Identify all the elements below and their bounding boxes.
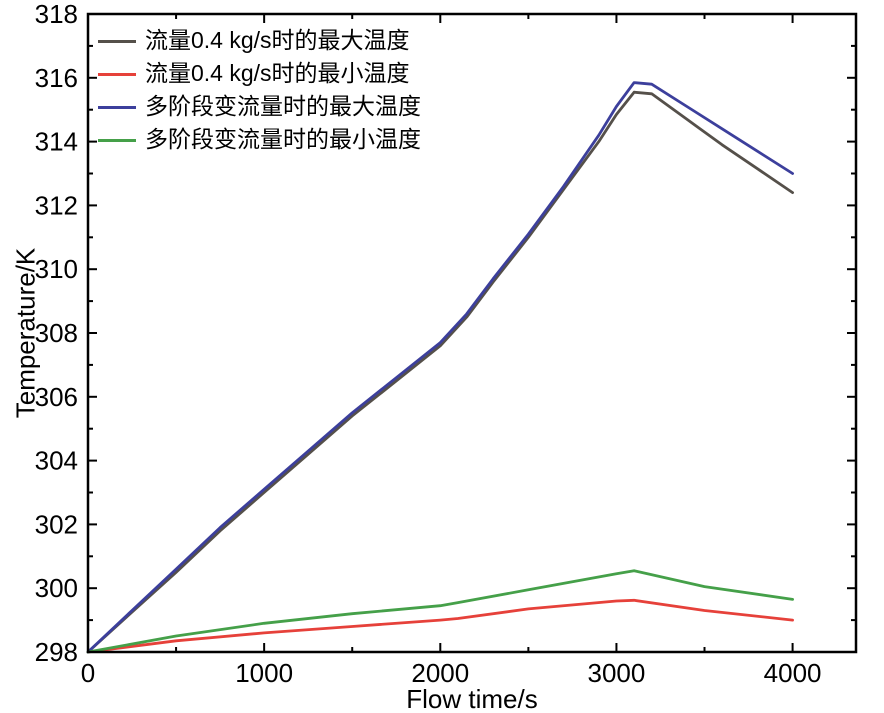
x-tick-label: 4000	[764, 658, 822, 688]
y-tick-label: 308	[35, 318, 78, 348]
y-tick-label: 310	[35, 254, 78, 284]
legend-line-swatch	[98, 138, 136, 142]
series-line-2	[86, 81, 794, 654]
legend-item: 流量0.4 kg/s时的最大温度	[98, 26, 421, 56]
legend-item: 多阶段变流量时的最小温度	[98, 125, 421, 155]
y-tick-label: 302	[35, 509, 78, 539]
y-tick-label: 304	[35, 446, 78, 476]
legend-label: 多阶段变流量时的最大温度	[145, 93, 421, 120]
y-tick-label: 314	[35, 127, 78, 157]
y-tick-label: 300	[35, 573, 78, 603]
series-line-1	[86, 598, 794, 654]
legend-line-swatch	[98, 72, 136, 76]
legend-item: 流量0.4 kg/s时的最小温度	[98, 59, 421, 89]
legend-label: 流量0.4 kg/s时的最大温度	[145, 27, 410, 54]
x-tick-label: 2000	[411, 658, 469, 688]
legend-line-swatch	[98, 105, 136, 109]
legend-label: 多阶段变流量时的最小温度	[145, 126, 421, 153]
x-tick-label: 3000	[588, 658, 646, 688]
series-line-0	[86, 90, 794, 654]
y-axis-title: Temperature/K	[10, 247, 41, 419]
y-tick-label: 316	[35, 63, 78, 93]
x-tick-label: 1000	[235, 658, 293, 688]
chart-legend: 流量0.4 kg/s时的最大温度 流量0.4 kg/s时的最小温度 多阶段变流量时的…	[98, 26, 421, 155]
x-tick-label: 0	[81, 658, 95, 688]
x-axis-title: Flow time/s	[406, 684, 538, 713]
y-tick-label: 306	[35, 382, 78, 412]
y-tick-label: 318	[35, 0, 78, 29]
series-line-3	[86, 569, 794, 654]
legend-label: 流量0.4 kg/s时的最小温度	[145, 60, 410, 87]
y-tick-label: 312	[35, 190, 78, 220]
legend-item: 多阶段变流量时的最大温度	[98, 92, 421, 122]
legend-line-swatch	[98, 39, 136, 43]
y-tick-label: 298	[35, 637, 78, 667]
